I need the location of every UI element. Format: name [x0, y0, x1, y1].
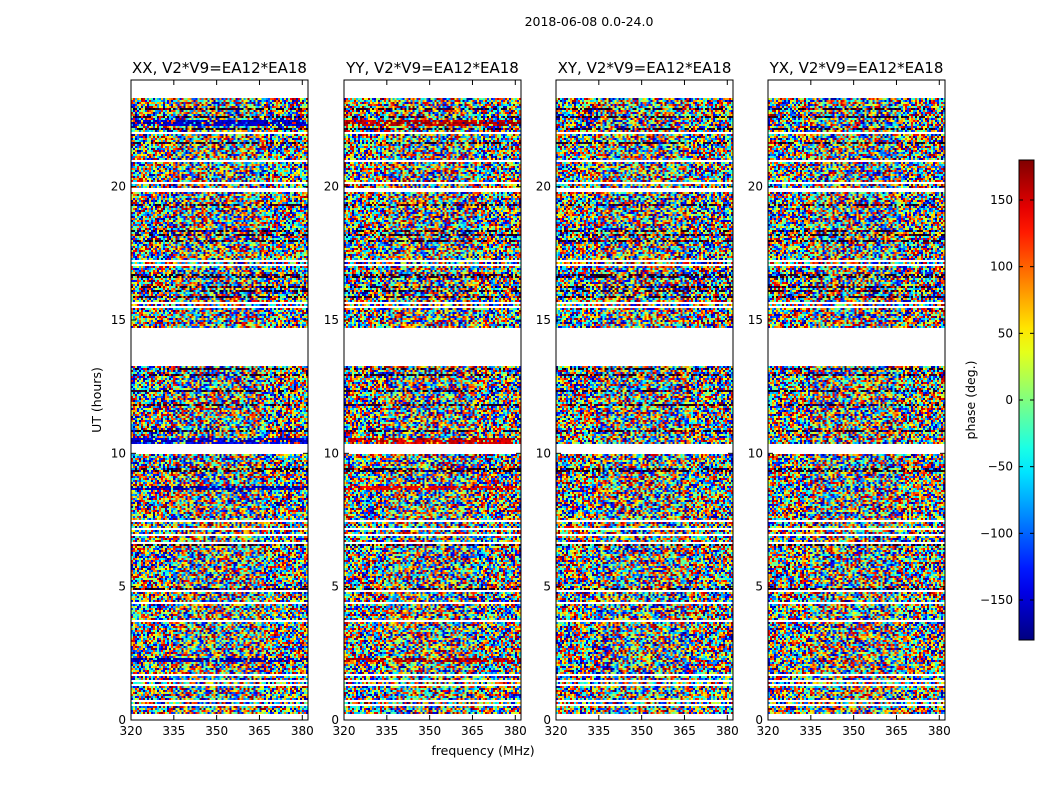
x-tick-label: 350 [842, 724, 865, 738]
y-tick-label: 0 [331, 713, 339, 727]
panel-title: YX, V2*V9=EA12*EA18 [769, 59, 944, 77]
figure-suptitle: 2018-06-08 0.0-24.0 [525, 14, 654, 29]
colorbar-label: phase (deg.) [963, 361, 978, 440]
y-tick-label: 5 [118, 580, 126, 594]
x-tick-label: 350 [205, 724, 228, 738]
axes-frame [555, 79, 734, 721]
y-tick-label: 20 [748, 180, 763, 194]
colorbar-tick-label: 50 [998, 326, 1013, 340]
y-tick-label: 15 [324, 313, 339, 327]
y-tick-label: 0 [755, 713, 763, 727]
heatmap-yx [768, 80, 945, 720]
axes-frame [130, 79, 309, 721]
x-tick-label: 335 [587, 724, 610, 738]
y-tick-label: 10 [111, 446, 126, 460]
x-tick-label: 350 [418, 724, 441, 738]
y-tick-label: 5 [331, 580, 339, 594]
y-tick-label: 5 [543, 580, 551, 594]
heatmap-xy [556, 80, 733, 720]
x-tick-label: 335 [162, 724, 185, 738]
panel-title: YY, V2*V9=EA12*EA18 [345, 59, 519, 77]
y-tick-label: 0 [543, 713, 551, 727]
heatmap-xx [131, 80, 308, 720]
panel-xx: XX, V2*V9=EA12*EA18 320 335 350 365 380 0 5 10 15… [111, 59, 314, 738]
x-axis-label: frequency (MHz) [431, 743, 534, 758]
panel-title: XY, V2*V9=EA12*EA18 [558, 59, 732, 77]
x-tick-label: 365 [885, 724, 908, 738]
x-tick-label: 320 [757, 724, 780, 738]
y-tick-label: 10 [748, 446, 763, 460]
y-tick-label: 15 [111, 313, 126, 327]
x-tick-label: 320 [333, 724, 356, 738]
panels-group: XX, V2*V9=EA12*EA18 320 335 350 365 380 0 5 10 15… [111, 59, 951, 738]
colorbar-tick-label: −100 [980, 526, 1013, 540]
x-tick-label: 380 [504, 724, 527, 738]
panel-yx: YX, V2*V9=EA12*EA18 320 335 350 365 380 0 5 10 15… [748, 59, 951, 738]
y-tick-label: 15 [536, 313, 551, 327]
colorbar-tick-label: −150 [980, 593, 1013, 607]
heatmap-yy [344, 80, 521, 720]
x-tick-label: 380 [716, 724, 739, 738]
x-tick-label: 380 [928, 724, 951, 738]
y-tick-label: 10 [536, 446, 551, 460]
x-tick-label: 335 [375, 724, 398, 738]
axes-frame [343, 79, 522, 721]
panel-title: XX, V2*V9=EA12*EA18 [132, 59, 307, 77]
x-tick-label: 365 [248, 724, 271, 738]
x-tick-label: 320 [120, 724, 143, 738]
colorbar-tick-label: 150 [990, 193, 1013, 207]
axes-frame [767, 79, 946, 721]
colorbar: 150 100 50 0 −50 −100 −150 [980, 159, 1035, 641]
y-tick-label: 20 [536, 180, 551, 194]
x-tick-label: 320 [545, 724, 568, 738]
x-tick-label: 335 [799, 724, 822, 738]
x-tick-label: 350 [630, 724, 653, 738]
panel-yy: YY, V2*V9=EA12*EA18 320 335 350 365 380 0 5 10 15… [324, 59, 527, 738]
x-tick-label: 365 [461, 724, 484, 738]
colorbar-tick-label: 0 [1005, 393, 1013, 407]
y-tick-label: 0 [118, 713, 126, 727]
panel-xy: XY, V2*V9=EA12*EA18 320 335 350 365 380 0 5 10 15… [536, 59, 739, 738]
y-tick-label: 10 [324, 446, 339, 460]
y-tick-label: 15 [748, 313, 763, 327]
y-tick-label: 5 [755, 580, 763, 594]
colorbar-tick-label: 100 [990, 260, 1013, 274]
x-tick-label: 365 [673, 724, 696, 738]
y-axis-label: UT (hours) [89, 367, 104, 433]
y-tick-label: 20 [324, 180, 339, 194]
colorbar-tick-label: −50 [988, 460, 1013, 474]
x-tick-label: 380 [291, 724, 314, 738]
y-tick-label: 20 [111, 180, 126, 194]
